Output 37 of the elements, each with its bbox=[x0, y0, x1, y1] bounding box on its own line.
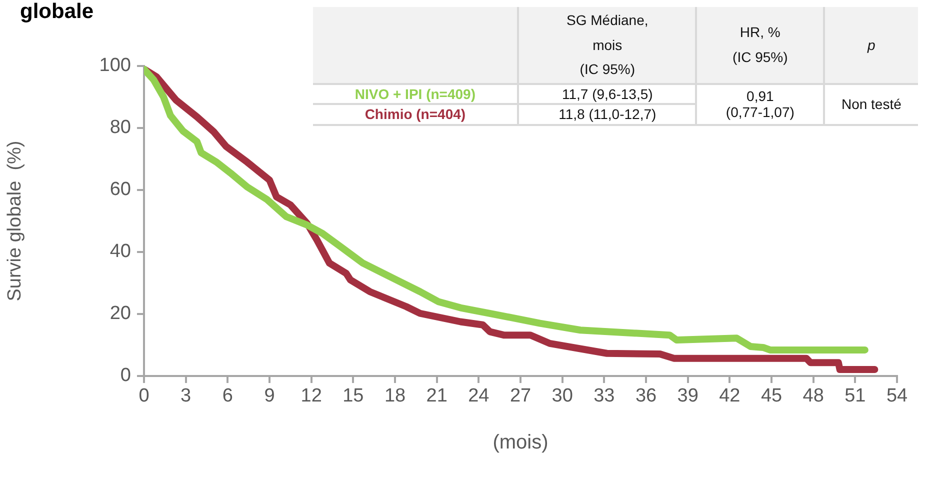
y-tick-label: 80 bbox=[110, 117, 131, 138]
x-tick-label: 30 bbox=[552, 386, 573, 407]
x-tick-label: 21 bbox=[426, 386, 448, 407]
x-tick-label: 6 bbox=[222, 386, 233, 407]
chart-title: globale bbox=[20, 0, 94, 24]
text: HR, % (IC 95%) bbox=[732, 24, 788, 65]
x-tick-label: 33 bbox=[594, 386, 615, 407]
x-tick-label: 54 bbox=[886, 386, 908, 407]
x-tick-label: 42 bbox=[719, 386, 740, 407]
annotation: 0,91 (0,77-1,07) bbox=[696, 84, 824, 126]
y-tick-label: 60 bbox=[110, 179, 131, 200]
text: Chimio (n=404) bbox=[364, 106, 466, 122]
x-axis-title: (mois) bbox=[492, 432, 548, 454]
y-tick-label: 20 bbox=[110, 303, 131, 324]
annotation: 11,7 (9,6-13,5) bbox=[518, 84, 696, 104]
text: p bbox=[868, 36, 876, 52]
x-tick-label: 15 bbox=[342, 386, 364, 407]
x-tick-label: 27 bbox=[510, 386, 532, 407]
x-tick-label: 12 bbox=[300, 386, 322, 407]
y-tick-label: 100 bbox=[99, 55, 131, 76]
x-tick-label: 0 bbox=[138, 386, 150, 407]
x-tick-label: 39 bbox=[677, 386, 698, 407]
x-tick-label: 51 bbox=[844, 386, 866, 407]
y-tick-label: 40 bbox=[110, 241, 131, 262]
x-tick-label: 24 bbox=[468, 386, 490, 407]
annotation: Non testé bbox=[824, 84, 918, 126]
x-tick-label: 3 bbox=[180, 386, 192, 407]
annotation: SG Médiane, mois (IC 95%) bbox=[518, 7, 696, 84]
y-axis-title: Survie globale (%) bbox=[4, 140, 26, 302]
text: NIVO + IPI (n=409) bbox=[354, 86, 476, 102]
x-tick-label: 18 bbox=[384, 386, 406, 407]
y-tick-label: 0 bbox=[120, 365, 131, 386]
x-tick-label: 45 bbox=[760, 386, 782, 407]
x-tick-label: 48 bbox=[802, 386, 824, 407]
x-tick-label: 9 bbox=[264, 386, 275, 407]
x-tick-label: 36 bbox=[635, 386, 657, 407]
annotation: 11,8 (11,0-12,7) bbox=[518, 104, 696, 126]
